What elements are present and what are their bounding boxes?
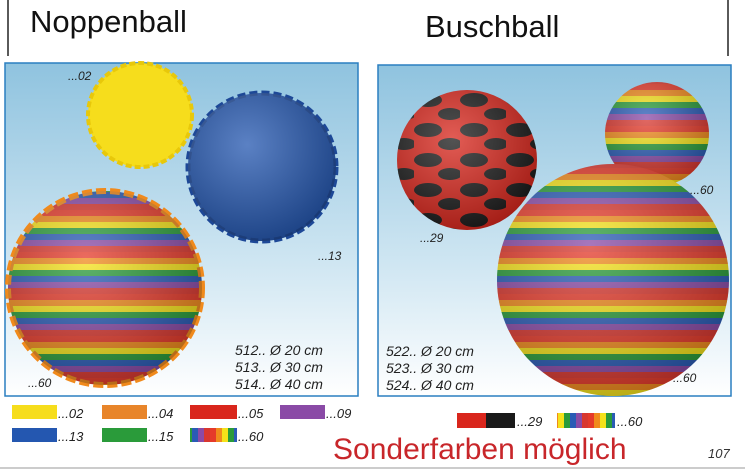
ball-shade <box>397 90 537 230</box>
swatch-code: ...15 <box>148 429 174 444</box>
swatch-code: ...29 <box>517 414 542 429</box>
color-swatch <box>280 405 325 419</box>
size-line: 523.. Ø 30 cm <box>386 360 474 376</box>
color-swatch <box>190 428 237 442</box>
size-line: 514.. Ø 40 cm <box>235 376 323 392</box>
size-line: 524.. Ø 40 cm <box>386 377 474 393</box>
swatch-code: ...04 <box>148 406 173 421</box>
swatch-code: ...09 <box>326 406 351 421</box>
swatch-code: ...02 <box>58 406 84 421</box>
yellow-ball <box>86 61 194 169</box>
color-code: ...60 <box>28 376 52 390</box>
ball-shade <box>605 82 709 186</box>
ball-shade <box>497 164 729 396</box>
color-code: ...60 <box>690 183 714 197</box>
section-title: Noppenball <box>30 4 187 39</box>
color-code: ...29 <box>420 231 444 245</box>
color-swatch <box>557 413 615 428</box>
color-code: ...02 <box>68 69 92 83</box>
swatch-code: ...13 <box>58 429 84 444</box>
ball-shade <box>188 93 336 241</box>
color-code: ...60 <box>673 371 697 385</box>
color-swatch <box>102 428 147 442</box>
size-line: 513.. Ø 30 cm <box>235 359 323 375</box>
color-swatch <box>12 405 57 419</box>
swatch-code: ...60 <box>238 429 264 444</box>
color-swatch <box>190 405 237 419</box>
size-line: 512.. Ø 20 cm <box>235 342 323 358</box>
color-swatch <box>12 428 57 442</box>
color-swatch <box>457 413 486 428</box>
swatch-code: ...60 <box>617 414 643 429</box>
page-number: 107 <box>708 446 730 461</box>
color-code: ...13 <box>318 249 342 263</box>
size-line: 522.. Ø 20 cm <box>386 343 474 359</box>
color-swatch <box>486 413 515 428</box>
section-title: Buschball <box>425 9 559 44</box>
ball-shade <box>8 191 202 385</box>
special-colors-note: Sonderfarben möglich <box>333 433 627 466</box>
color-swatch <box>102 405 147 419</box>
swatch-code: ...05 <box>238 406 264 421</box>
